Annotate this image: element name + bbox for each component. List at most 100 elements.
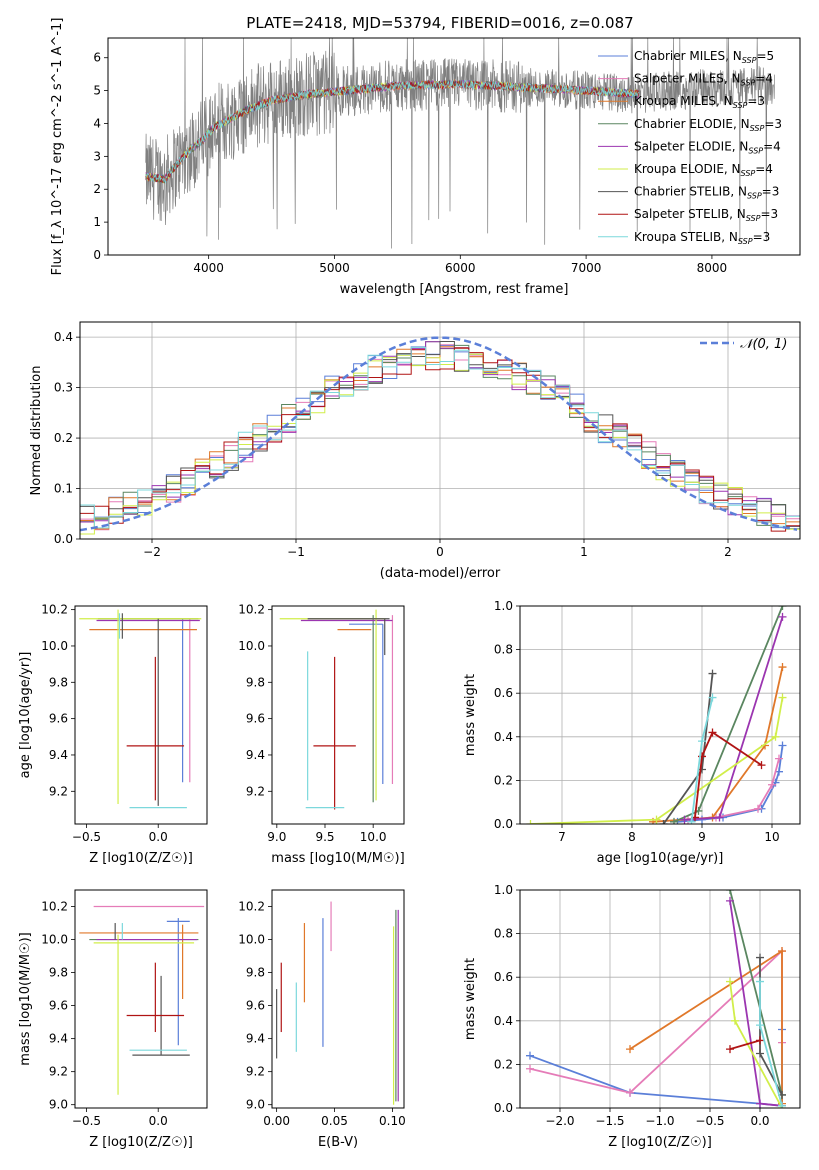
- y-tick-label: 9.6: [246, 712, 265, 726]
- y-tick-label: 0.1: [54, 482, 73, 496]
- axes-frame: [271, 889, 405, 1109]
- plus-marker: [659, 820, 668, 824]
- x-tick-label: 0.00: [263, 1114, 290, 1128]
- mass-weight-series: [726, 977, 786, 1108]
- x-tick-label: 0.0: [149, 1114, 168, 1128]
- mass-weight-series: [626, 947, 786, 1108]
- legend-series-name: Chabrier MILES, N: [634, 49, 742, 63]
- plus-marker: [708, 693, 717, 702]
- plus-marker: [756, 1099, 764, 1108]
- y-tick-label: 0.8: [494, 643, 513, 657]
- y-tick-label: 10.0: [238, 933, 265, 947]
- x-tick-label: −0.5: [695, 1114, 724, 1128]
- y-tick-label: 0.0: [494, 817, 513, 831]
- errorbar-point: [166, 918, 190, 1046]
- y-tick-label: 9.4: [49, 748, 68, 762]
- axes-frame: [107, 37, 801, 256]
- axes-massweight_vs_age: 7 8 9 10 0.0 0.2 0.4 0.6 0.8 1.0 age [log10(age/yr…: [463, 599, 801, 866]
- axes-frame: [74, 889, 208, 1109]
- mass-weight-line: [694, 731, 762, 818]
- legend-label: Chabrier ELODIE, NSSP=3: [634, 117, 782, 133]
- x-tick-label: 0.10: [379, 1114, 406, 1128]
- y-tick-label: 9.8: [246, 675, 265, 689]
- x-tick-label: 8: [628, 830, 636, 844]
- normal-reference-curve: [80, 336, 798, 532]
- y-tick-label: 0.4: [494, 1014, 513, 1028]
- legend-series-name: Salpeter STELIB, N: [634, 207, 746, 221]
- plus-marker: [626, 1088, 634, 1097]
- x-tick-label: 10: [764, 830, 779, 844]
- errorbar-point: [126, 656, 185, 801]
- y-axis-label: mass weight: [463, 958, 478, 1040]
- y-tick-label: 0.2: [494, 773, 513, 787]
- plus-marker: [726, 977, 734, 986]
- y-tick-label: 10.0: [238, 639, 265, 653]
- x-tick-label: 8000: [697, 261, 728, 275]
- plot-area-residuals: [80, 322, 800, 540]
- plus-marker: [757, 761, 766, 770]
- legend-subscript: SSP: [741, 79, 756, 88]
- x-axis-label: Z [log10(Z/Z☉)]: [89, 1135, 193, 1150]
- residual-histogram-step: [80, 347, 800, 532]
- y-tick-label: 9.2: [246, 784, 265, 798]
- figure-title: PLATE=2418, MJD=53794, FIBERID=0016, z=0…: [246, 14, 633, 32]
- mass-weight-line: [729, 981, 783, 1108]
- legend-series-name: Chabrier STELIB, N: [634, 185, 747, 199]
- y-tick-label: 0: [93, 248, 101, 262]
- plot-layer: 4000 5000 6000 7000 8000 0 1 2 3 4 5 6 wavelength [A…: [18, 18, 801, 1150]
- plus-marker: [768, 780, 776, 789]
- x-axis-label: age [log10(age/yr)]: [597, 851, 724, 866]
- errorbar-point: [126, 962, 185, 1033]
- legend-subscript: SSP: [741, 169, 756, 178]
- plus-marker: [726, 890, 734, 894]
- plus-marker: [726, 896, 734, 905]
- x-tick-label: −1.5: [595, 1114, 624, 1128]
- plot-area-mass_vs_Z: [79, 905, 205, 1095]
- y-axis-label: mass [log10(M/M☉)]: [18, 932, 33, 1065]
- legend-nssp: =3: [760, 207, 778, 221]
- legend-nssp: =4: [763, 139, 781, 153]
- legend-series-name: Kroupa ELODIE, N: [634, 162, 741, 176]
- x-tick-label: −2: [143, 545, 161, 559]
- mass-weight-line: [729, 890, 783, 1096]
- axes-mass_vs_Z: −0.5 0.0 9.0 9.2 9.4 9.6 9.8 10.0 10.2 Z [log10(Z…: [18, 889, 208, 1150]
- legend-label: Salpeter MILES, NSSP=4: [634, 72, 773, 88]
- x-axis-label: Z [log10(Z/Z☉)]: [608, 1135, 712, 1150]
- y-tick-label: 9.2: [246, 1065, 265, 1079]
- mass-weight-series: [526, 693, 787, 824]
- y-tick-label: 9.0: [49, 1098, 68, 1112]
- y-tick-label: 1: [93, 215, 101, 229]
- legend-label: 𝒩(0, 1): [740, 337, 787, 352]
- axes-frame: [79, 321, 801, 540]
- x-tick-label: 9.5: [315, 830, 334, 844]
- legend-subscript: SSP: [742, 56, 757, 65]
- plus-marker: [754, 804, 762, 813]
- legend-label: Salpeter ELODIE, NSSP=4: [634, 139, 781, 155]
- y-axis-label: mass weight: [463, 674, 478, 756]
- y-tick-label: 0.2: [54, 431, 73, 445]
- y-tick-label: 0.2: [494, 1057, 513, 1071]
- y-tick-label: 1.0: [494, 883, 513, 897]
- plot-area-massweight_vs_age: [520, 605, 800, 825]
- plus-marker: [771, 732, 780, 741]
- errorbar-point: [279, 609, 386, 801]
- y-tick-label: 6: [93, 51, 101, 65]
- y-tick-label: 9.4: [49, 1032, 68, 1046]
- y-tick-label: 9.8: [246, 966, 265, 980]
- y-tick-label: 9.0: [246, 1098, 265, 1112]
- y-tick-label: 10.2: [238, 900, 265, 914]
- x-tick-label: 9.0: [267, 830, 286, 844]
- y-tick-label: 10.0: [41, 933, 68, 947]
- plus-marker: [731, 1016, 739, 1025]
- y-tick-label: 0.8: [494, 927, 513, 941]
- plus-marker: [526, 1051, 534, 1060]
- axes-frame: [271, 605, 405, 825]
- legend-label: Kroupa STELIB, NSSP=3: [634, 230, 770, 246]
- plus-marker: [778, 612, 787, 621]
- plus-marker: [775, 754, 783, 763]
- y-tick-label: 9.2: [49, 1065, 68, 1079]
- legend-label: Salpeter STELIB, NSSP=3: [634, 207, 778, 223]
- mass-weight-line: [529, 948, 783, 1094]
- mass-weight-series: [659, 669, 717, 824]
